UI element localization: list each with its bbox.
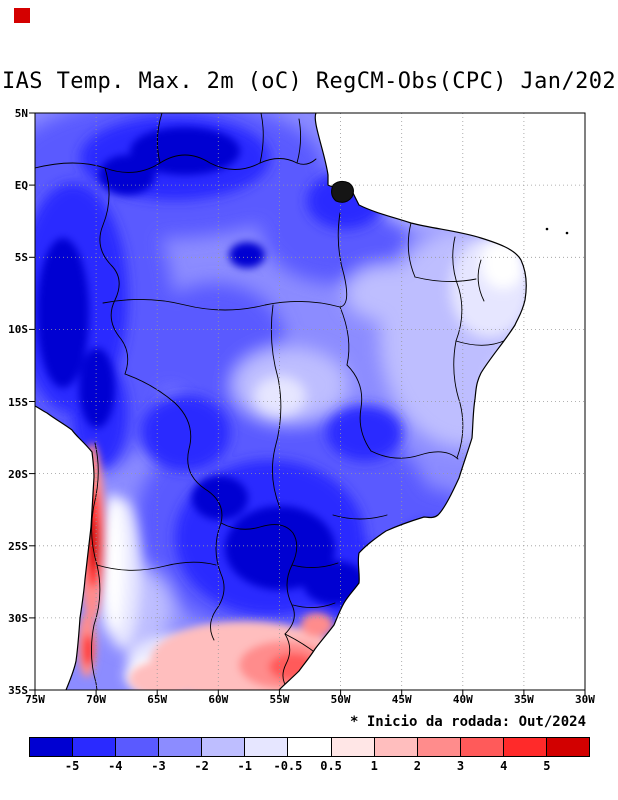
- colorbar-tick-label: -4: [108, 759, 123, 773]
- colorbar-segment: [116, 738, 160, 756]
- figure-title: IAS Temp. Max. 2m (oC) RegCM-Obs(CPC) Ja…: [2, 69, 617, 94]
- colorbar-segment: [159, 738, 203, 756]
- lon-label: 50W: [330, 693, 351, 706]
- lat-label: 20S: [8, 467, 28, 481]
- bias-field: [35, 113, 527, 690]
- lon-label: 65W: [147, 693, 168, 706]
- lon-label: 55W: [269, 693, 290, 706]
- colorbar: [29, 737, 590, 757]
- lat-label: 15S: [8, 395, 28, 409]
- political-borders: [35, 113, 507, 690]
- lat-label: EQ: [14, 179, 28, 193]
- colorbar-segment: [73, 738, 117, 756]
- lon-label: 70W: [86, 693, 107, 706]
- colorbar-tick-label: 2: [413, 759, 421, 773]
- lon-label: 45W: [391, 693, 412, 706]
- lat-label: 5N: [14, 107, 28, 120]
- bias-map: [29, 112, 586, 696]
- lon-axis: 75W 70W 65W 60W 55W 50W 45W 40W 35W 30W: [25, 693, 595, 709]
- colorbar-ticks: -5 -4 -3 -2 -1 -0.5 0.5 1 2 3 4 5: [29, 759, 590, 777]
- colorbar-segment: [374, 738, 418, 756]
- lat-label: 10S: [8, 323, 28, 337]
- red-square-icon: [14, 8, 30, 23]
- lat-label: 35S: [8, 684, 28, 697]
- colorbar-segment: [546, 738, 590, 756]
- marajo-island: [331, 180, 354, 203]
- run-start-note: * Inicio da rodada: Out/2024: [350, 714, 587, 730]
- colorbar-tick-label: 0.5: [320, 759, 342, 773]
- ocean-dots: [545, 227, 569, 235]
- lon-label: 30W: [575, 693, 595, 706]
- colorbar-tick-label: -0.5: [273, 759, 303, 773]
- lon-label: 75W: [25, 693, 45, 706]
- colorbar-tick-label: 5: [543, 759, 551, 773]
- lat-label: 5S: [14, 251, 28, 265]
- colorbar-segment: [503, 738, 547, 756]
- colorbar-segment: [331, 738, 375, 756]
- plot-frame: [34, 112, 586, 691]
- gridlines: [35, 113, 585, 690]
- colorbar-tick-label: 1: [370, 759, 378, 773]
- colorbar-tick-label: 4: [500, 759, 508, 773]
- lat-label: 25S: [8, 539, 28, 553]
- colorbar-tick-label: -1: [237, 759, 252, 773]
- lon-label: 60W: [208, 693, 229, 706]
- bias-map-canvas: [29, 112, 586, 696]
- colorbar-segment: [460, 738, 504, 756]
- lon-label: 40W: [452, 693, 473, 706]
- colorbar-segment: [417, 738, 461, 756]
- lat-axis: 5N EQ 5S 10S 15S 20S 25S 30S 35S: [0, 107, 32, 697]
- colorbar-segment: [245, 738, 289, 756]
- colorbar-tick-label: 3: [456, 759, 465, 773]
- colorbar-segment: [30, 738, 74, 756]
- colorbar-segment: [202, 738, 246, 756]
- coastline: [34, 112, 527, 691]
- lat-label: 30S: [8, 611, 28, 625]
- lon-label: 35W: [513, 693, 534, 706]
- colorbar-tick-label: -3: [151, 759, 166, 773]
- colorbar-segment: [288, 738, 332, 756]
- axis-ticks: [29, 112, 586, 696]
- colorbar-tick-label: -2: [194, 759, 209, 773]
- colorbar-tick-label: -5: [64, 759, 80, 773]
